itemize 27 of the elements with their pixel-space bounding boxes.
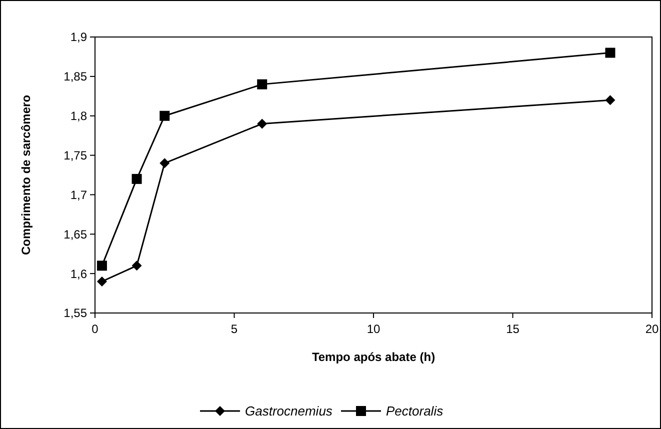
legend-label: Gastrocnemius (245, 404, 333, 419)
y-tick-label: 1,55 (64, 306, 88, 320)
x-tick-label: 20 (645, 322, 659, 336)
y-tick-label: 1,85 (64, 70, 88, 84)
y-tick-label: 1,7 (70, 188, 88, 202)
point (160, 110, 170, 121)
point (257, 118, 268, 129)
point (96, 276, 107, 286)
point (605, 95, 616, 106)
x-tick-label: 0 (92, 322, 99, 336)
x-tick-label: 10 (366, 322, 380, 336)
point (605, 48, 616, 58)
y-tick-label: 1,8 (70, 109, 88, 124)
point (257, 79, 268, 90)
y-tick-label: 1,75 (64, 148, 88, 162)
point (132, 174, 142, 184)
y-tick-label: 1,9 (70, 30, 88, 44)
y-axis-title: Comprimento de sarcômero (19, 94, 33, 256)
legend-label: Pectoralis (386, 404, 444, 419)
y-tick-label: 1,6 (70, 266, 88, 281)
x-tick-label: 5 (230, 322, 238, 336)
y-tick-label: 1,65 (64, 227, 88, 242)
point (96, 260, 107, 271)
point (160, 158, 170, 168)
x-tick-label: 15 (506, 322, 520, 336)
point (132, 260, 142, 271)
x-axis-title: Tempo após abate (h) (312, 350, 436, 364)
